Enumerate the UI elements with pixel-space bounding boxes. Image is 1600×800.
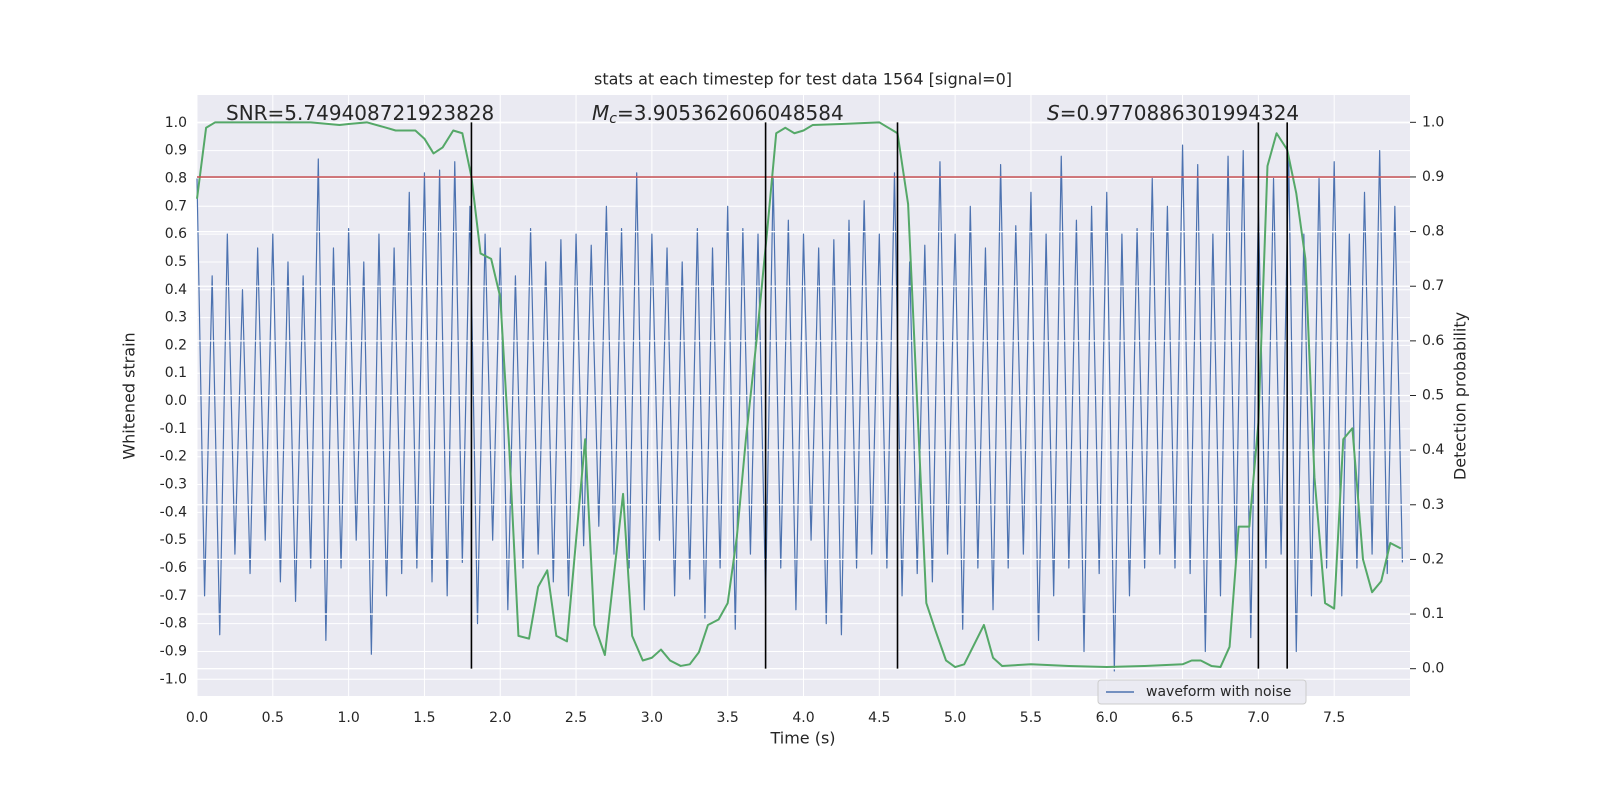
annotation-subscript: c xyxy=(609,111,617,127)
y-tick-label: 0.3 xyxy=(165,310,187,326)
y-tick-label: 0.9 xyxy=(165,143,187,159)
x-tick-label: 1.0 xyxy=(337,710,359,726)
y2-tick-label: 0.6 xyxy=(1422,333,1444,349)
y2-tick-label: 0.2 xyxy=(1422,551,1444,567)
y-axis-label: Whitened strain xyxy=(120,332,139,459)
x-axis-label: Time (s) xyxy=(769,729,835,748)
annotation-text: =3.905362606048584 xyxy=(617,101,844,125)
x-tick-label: 7.5 xyxy=(1323,710,1345,726)
x-tick-label: 3.5 xyxy=(717,710,739,726)
annotation: Mc=3.905362606048584 xyxy=(592,101,844,128)
y-tick-label: 1.0 xyxy=(165,115,187,131)
y-tick-label: -0.8 xyxy=(160,616,187,632)
y2-tick-label: 0.0 xyxy=(1422,661,1444,677)
y2-tick-label: 0.1 xyxy=(1422,606,1444,622)
y-tick-label: -0.6 xyxy=(160,560,187,576)
y-tick-label: 0.7 xyxy=(165,198,187,214)
annotation-symbol: M xyxy=(592,101,609,125)
annotation: SNR=5.749408721923828 xyxy=(226,101,494,125)
x-tick-label: 1.5 xyxy=(413,710,435,726)
legend-box xyxy=(1097,679,1307,705)
x-tick-label: 2.0 xyxy=(489,710,511,726)
y-tick-label: -0.5 xyxy=(160,532,187,548)
x-tick-label: 4.0 xyxy=(792,710,814,726)
y-tick-label: 0.0 xyxy=(165,393,187,409)
y2-tick-label: 0.8 xyxy=(1422,224,1444,240)
x-tick-label: 5.5 xyxy=(1020,710,1042,726)
y-tick-label: 0.4 xyxy=(165,282,187,298)
annotation-text: =0.9770886301994324 xyxy=(1060,101,1299,125)
annotation-symbol: S xyxy=(1047,101,1060,125)
y-tick-label: -0.9 xyxy=(160,643,187,659)
y2-tick-label: 0.4 xyxy=(1422,442,1444,458)
x-tick-label: 6.0 xyxy=(1096,710,1118,726)
y-tick-label: -1.0 xyxy=(160,671,187,687)
y2-tick-label: 0.9 xyxy=(1422,169,1444,185)
y-tick-label: 0.2 xyxy=(165,337,187,353)
x-tick-label: 4.5 xyxy=(868,710,890,726)
y-tick-label: -0.3 xyxy=(160,477,187,493)
annotation-text: SNR=5.749408721923828 xyxy=(226,101,494,125)
y-tick-label: 0.5 xyxy=(165,254,187,270)
y-tick-label: 0.1 xyxy=(165,365,187,381)
y2-tick-label: 1.0 xyxy=(1422,114,1444,130)
x-tick-label: 6.5 xyxy=(1171,710,1193,726)
y2-axis-label: Detection probability xyxy=(1451,312,1470,480)
y-tick-label: -0.2 xyxy=(160,449,187,465)
x-tick-label: 2.5 xyxy=(565,710,587,726)
y-tick-label: -0.4 xyxy=(160,504,187,520)
series-line xyxy=(196,144,1404,672)
y-tick-label: 0.6 xyxy=(165,226,187,242)
x-tick-label: 0.5 xyxy=(262,710,284,726)
y-tick-label: -0.1 xyxy=(160,421,187,437)
y2-tick-label: 0.5 xyxy=(1422,388,1444,404)
annotation: S=0.9770886301994324 xyxy=(1047,101,1299,125)
x-tick-label: 0.0 xyxy=(186,710,208,726)
y-tick-label: 0.8 xyxy=(165,170,187,186)
chart-title: stats at each timestep for test data 156… xyxy=(594,70,1012,89)
x-tick-label: 3.0 xyxy=(641,710,663,726)
y2-tick-label: 0.3 xyxy=(1422,497,1444,513)
y2-tick-label: 0.7 xyxy=(1422,278,1444,294)
legend-label: waveform with noise xyxy=(1146,684,1291,700)
x-tick-label: 7.0 xyxy=(1247,710,1269,726)
series-line xyxy=(196,121,1402,669)
y-tick-label: -0.7 xyxy=(160,588,187,604)
x-tick-label: 5.0 xyxy=(944,710,966,726)
